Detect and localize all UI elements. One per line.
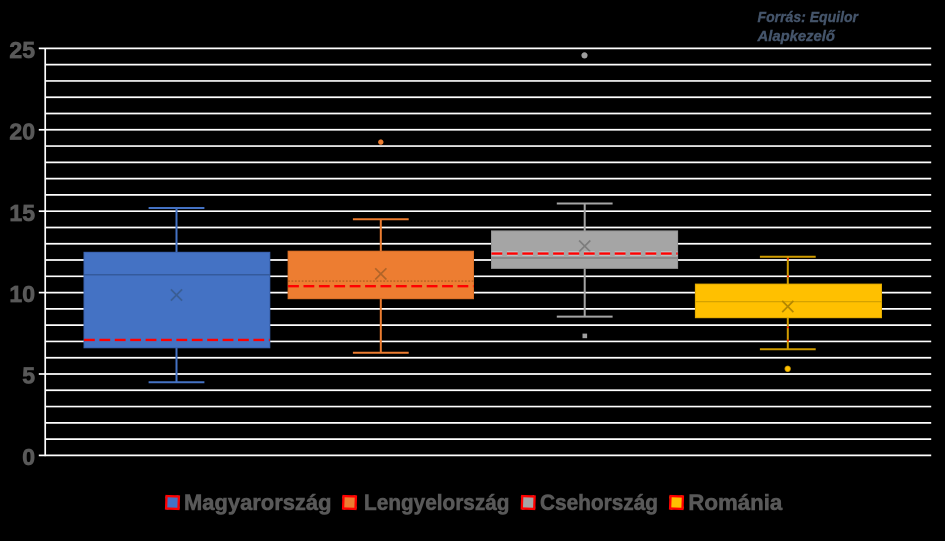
svg-text:Lengyelország: Lengyelország [364,490,510,515]
svg-text:10: 10 [9,281,35,307]
svg-text:25: 25 [9,37,35,63]
svg-text:Magyarország: Magyarország [184,490,332,515]
svg-text:15: 15 [9,200,35,226]
svg-text:Alapkezelő: Alapkezelő [757,28,836,45]
svg-text:Románia: Románia [688,490,782,515]
svg-text:Forrás: Equilor: Forrás: Equilor [758,9,860,26]
svg-text:5: 5 [22,363,35,389]
svg-text:Csehország: Csehország [540,490,658,515]
svg-text:20: 20 [9,118,35,144]
svg-text:0: 0 [22,444,35,470]
